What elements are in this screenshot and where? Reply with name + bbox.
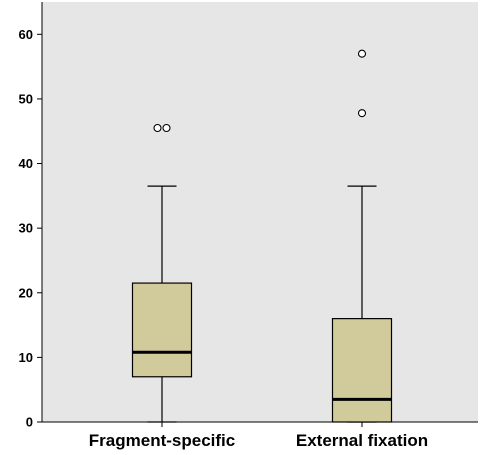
outlier-point xyxy=(357,109,367,118)
x-category-label: Fragment-specific xyxy=(89,431,235,450)
y-tick-label: 10 xyxy=(19,350,33,365)
y-tick-label: 30 xyxy=(19,221,33,236)
y-tick-label: 20 xyxy=(19,285,33,300)
box-1 xyxy=(131,123,193,423)
y-tick-label: 40 xyxy=(19,156,33,171)
iqr-box xyxy=(331,318,393,423)
x-category-label: External fixation xyxy=(296,431,428,450)
outlier-point xyxy=(357,49,367,58)
y-tick-label: 60 xyxy=(19,27,33,42)
y-tick-label: 50 xyxy=(19,91,33,106)
outlier-point xyxy=(162,123,171,133)
box-2 xyxy=(331,49,393,423)
outlier-point xyxy=(153,123,162,133)
iqr-box xyxy=(131,282,193,378)
box-series xyxy=(131,49,393,423)
y-axis: 0 10 20 30 40 50 60 xyxy=(19,2,43,430)
x-axis: Fragment-specific External fixation xyxy=(42,421,478,450)
y-tick-label: 0 xyxy=(26,415,33,430)
plot-area xyxy=(42,2,478,422)
